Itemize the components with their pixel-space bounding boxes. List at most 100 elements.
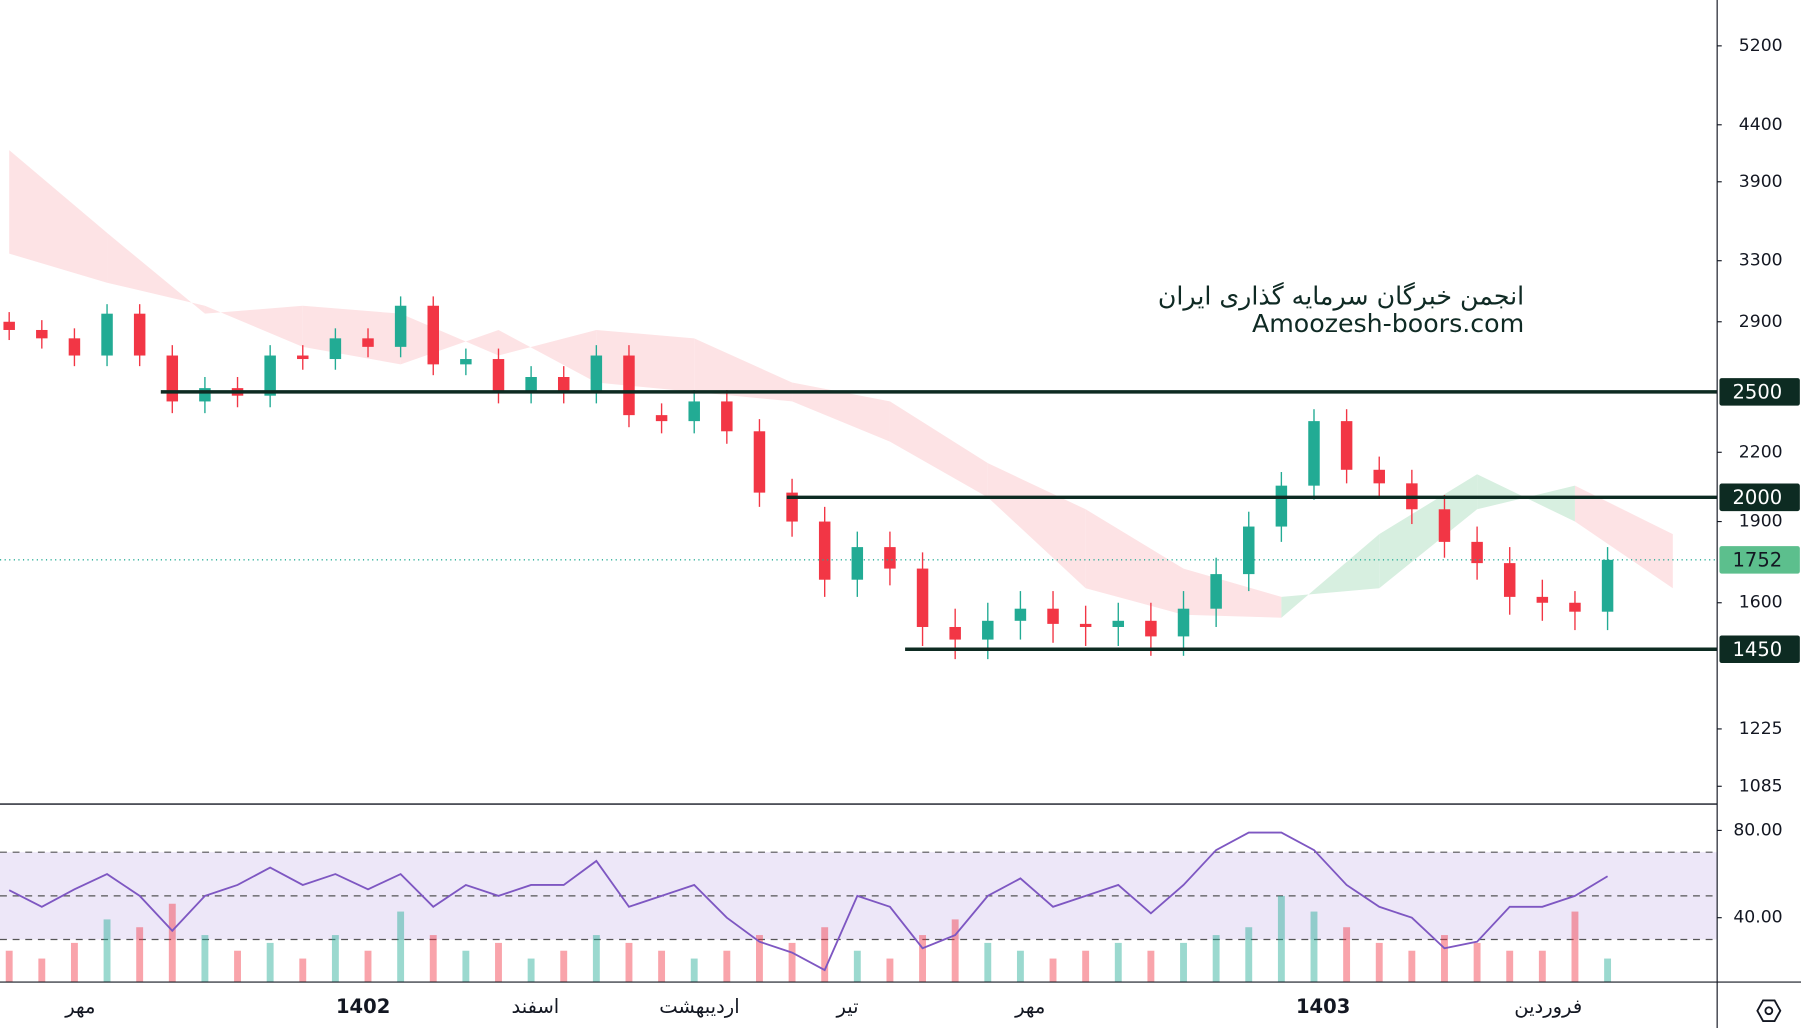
candle-body — [427, 305, 439, 365]
candle-body — [688, 401, 700, 422]
volume-bar — [5, 950, 13, 983]
candle-body — [329, 338, 342, 360]
volume-bar — [560, 950, 568, 983]
y-tick-label: 2200 — [1739, 442, 1783, 462]
candle-body — [786, 492, 798, 522]
candle-body — [1079, 623, 1092, 627]
y-tick-label: 3300 — [1739, 251, 1783, 271]
x-tick-label: مهر — [1014, 995, 1045, 1018]
candle-body — [721, 401, 733, 432]
ichimoku-cloud — [889, 401, 988, 498]
candle-body — [590, 355, 603, 392]
candle-body — [264, 355, 276, 396]
ichimoku-cloud — [1183, 568, 1282, 618]
candle-body — [525, 377, 537, 392]
volume-bar — [364, 950, 372, 983]
volume-bar — [1147, 950, 1155, 983]
volume-bar — [136, 927, 144, 983]
ichimoku-cloud — [107, 232, 205, 314]
volume-bar — [1049, 958, 1057, 983]
candle-body — [68, 338, 81, 356]
candle-body — [1438, 509, 1451, 542]
ichimoku-cloud — [694, 338, 793, 402]
y-tick-label: 80.00 — [1733, 820, 1782, 840]
volume-bar — [951, 919, 959, 983]
ichimoku-cloud — [1379, 474, 1478, 589]
volume-bar — [1114, 942, 1122, 983]
y-tick-label: 1600 — [1739, 593, 1783, 613]
candle-body — [753, 431, 766, 493]
candle-body — [1373, 469, 1385, 484]
candle-body — [492, 359, 505, 392]
candle-body — [916, 568, 929, 627]
candle-body — [1047, 608, 1059, 624]
volume-bar — [1538, 950, 1546, 983]
volume-bar — [592, 935, 600, 983]
y-tick-label: 40.00 — [1733, 908, 1782, 928]
y-tick-label: 1900 — [1739, 512, 1783, 532]
level-label: 2500 — [1733, 381, 1783, 404]
volume-bar — [723, 950, 731, 983]
settings-hexagon[interactable] — [1756, 999, 1782, 1023]
y-tick-label: 1085 — [1739, 776, 1783, 796]
last-price-label: 1752 — [1733, 549, 1783, 572]
volume-bar — [1212, 935, 1220, 983]
volume-bar — [853, 950, 861, 983]
candle-body — [297, 355, 309, 360]
volume-bar — [103, 919, 111, 983]
volume-bar — [462, 950, 470, 983]
volume-bar — [1375, 942, 1383, 983]
volume-bar — [886, 958, 894, 983]
volume-bar — [1604, 958, 1612, 983]
volume-bar — [1343, 927, 1351, 983]
volume-bar — [38, 958, 46, 983]
x-tick-label: 1402 — [336, 995, 390, 1018]
candle-body — [199, 388, 211, 402]
volume-bar — [201, 935, 209, 983]
volume-bar — [1571, 911, 1579, 983]
candle-body — [982, 620, 994, 640]
settings-icon[interactable] — [1756, 999, 1782, 1023]
main-layer — [0, 296, 1718, 972]
ichimoku-cloud — [204, 305, 303, 347]
candle-body — [884, 547, 896, 569]
y-tick-label: 5200 — [1739, 36, 1783, 56]
volume-bar — [299, 958, 307, 983]
volume-bar — [658, 950, 666, 983]
ichimoku-cloud — [1085, 509, 1184, 615]
volume-bar — [1245, 927, 1253, 983]
x-tick-label: فروردین — [1514, 995, 1582, 1018]
candle-body — [1471, 541, 1483, 564]
candle-body — [1014, 608, 1027, 621]
x-tick-label: 1403 — [1296, 995, 1350, 1018]
settings-dot[interactable] — [1764, 1006, 1774, 1016]
volume-bar — [331, 935, 339, 983]
candle-body — [1503, 563, 1516, 597]
y-tick-label: 3900 — [1739, 172, 1783, 192]
volume-bar — [919, 935, 926, 983]
candle-body — [818, 521, 831, 580]
candle-body — [362, 338, 374, 347]
ichimoku-cloud — [1574, 485, 1673, 589]
level-box — [1719, 378, 1800, 406]
candle-body — [1145, 620, 1157, 637]
volume-bar — [70, 942, 78, 983]
ichimoku-cloud — [9, 150, 108, 283]
volume-bar — [821, 927, 829, 983]
volume-bar — [1310, 911, 1318, 983]
x-tick-label: تیر — [835, 995, 858, 1018]
rsi-line — [8, 831, 1609, 972]
volume-bar — [1016, 950, 1024, 983]
candle-body — [460, 359, 472, 365]
back-layer — [0, 150, 1718, 983]
volume-bar — [168, 903, 176, 983]
candle-body — [166, 355, 179, 402]
volume-bar — [690, 958, 698, 983]
candle-body — [623, 355, 635, 416]
watermark-title: انجمن خبرگان سرمایه گذاری ایران — [1158, 281, 1524, 311]
candle-body — [949, 626, 961, 640]
volume-bar — [1082, 950, 1090, 983]
